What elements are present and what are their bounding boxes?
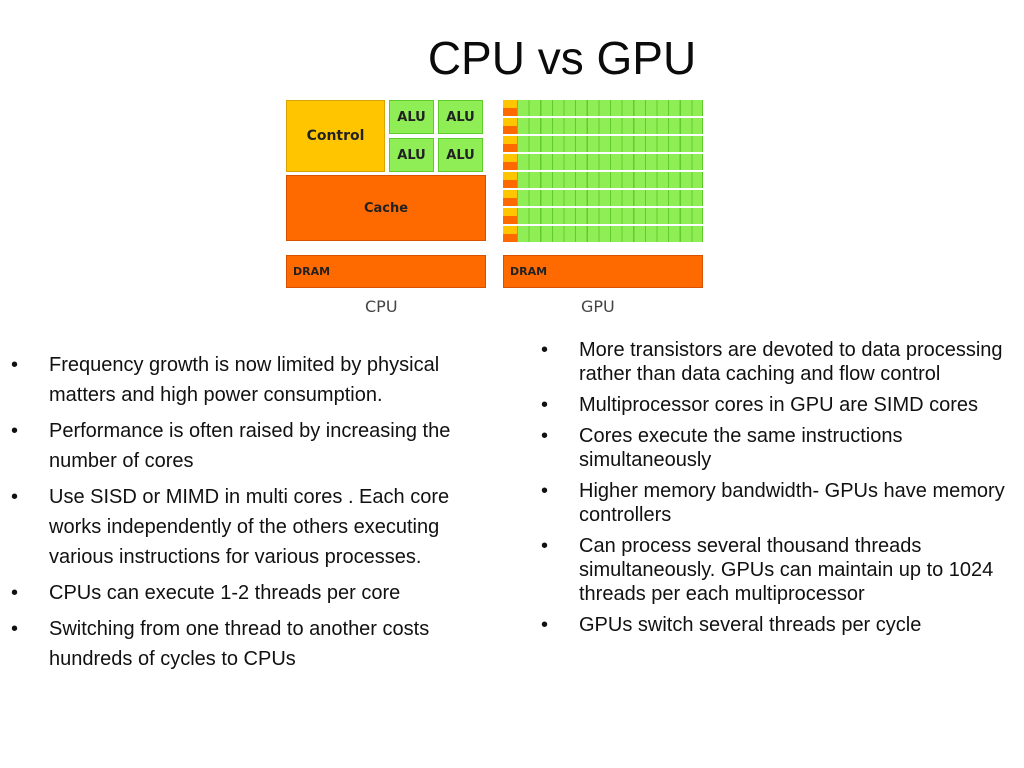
gpu-alu-cells bbox=[517, 208, 703, 224]
gpu-multiprocessor-row bbox=[503, 136, 703, 152]
list-item: • Performance is often raised by increasi… bbox=[7, 416, 477, 476]
list-item: • Higher memory bandwidth- GPUs have memo… bbox=[537, 479, 1007, 527]
gpu-cache-cell bbox=[503, 198, 517, 206]
gpu-cache-cell bbox=[503, 144, 517, 152]
bullet-text: Higher memory bandwidth- GPUs have memor… bbox=[579, 480, 1005, 526]
bullet-icon: • bbox=[11, 486, 19, 508]
bullet-icon: • bbox=[11, 354, 19, 376]
bullet-text: Cores execute the same instructions simu… bbox=[579, 425, 903, 471]
list-item: • Frequency growth is now limited by phys… bbox=[7, 350, 477, 410]
gpu-alu-cells bbox=[517, 172, 703, 188]
cpu-alu-label: ALU bbox=[446, 147, 475, 163]
cpu-alu-label: ALU bbox=[397, 109, 426, 125]
cpu-cache-block: Cache bbox=[286, 175, 486, 241]
cpu-caption: CPU bbox=[365, 297, 398, 316]
bullet-icon: • bbox=[11, 618, 19, 640]
cpu-cache-label: Cache bbox=[363, 200, 409, 216]
gpu-control-cell bbox=[503, 226, 517, 234]
cpu-bullet-list: • Frequency growth is now limited by phys… bbox=[7, 350, 477, 680]
list-item: • Multiprocessor cores in GPU are SIMD co… bbox=[537, 393, 1007, 417]
cpu-alu-label: ALU bbox=[397, 147, 426, 163]
gpu-alu-cells bbox=[517, 154, 703, 170]
list-item: • Cores execute the same instructions sim… bbox=[537, 424, 1007, 472]
gpu-dram-label: DRAM bbox=[510, 265, 548, 278]
cpu-alu-block: ALU bbox=[389, 100, 434, 134]
gpu-cache-cell bbox=[503, 180, 517, 188]
list-item: • More transistors are devoted to data pr… bbox=[537, 338, 1007, 386]
bullet-icon: • bbox=[541, 425, 549, 447]
gpu-core-grid bbox=[503, 100, 703, 244]
gpu-multiprocessor-row bbox=[503, 172, 703, 188]
gpu-control-cell bbox=[503, 118, 517, 126]
gpu-control-cell bbox=[503, 190, 517, 198]
cpu-alu-block: ALU bbox=[438, 138, 483, 172]
bullet-text: Frequency growth is now limited by physi… bbox=[49, 354, 440, 406]
bullet-icon: • bbox=[11, 420, 19, 442]
gpu-control-cell bbox=[503, 172, 517, 180]
slide-title: CPU vs GPU bbox=[427, 32, 697, 84]
cpu-alu-label: ALU bbox=[446, 109, 475, 125]
gpu-caption: GPU bbox=[581, 297, 615, 316]
bullet-text: More transistors are devoted to data pro… bbox=[579, 339, 1003, 385]
gpu-cache-cell bbox=[503, 162, 517, 170]
gpu-alu-cells bbox=[517, 118, 703, 134]
bullet-text: Can process several thousand threads sim… bbox=[579, 535, 994, 605]
gpu-dram-block: DRAM bbox=[503, 255, 703, 288]
cpu-alu-block: ALU bbox=[438, 100, 483, 134]
cpu-dram-label: DRAM bbox=[293, 265, 331, 278]
gpu-control-cell bbox=[503, 100, 517, 108]
gpu-alu-cells bbox=[517, 100, 703, 116]
cpu-control-block: Control bbox=[286, 100, 385, 172]
gpu-cache-cell bbox=[503, 108, 517, 116]
gpu-control-cell bbox=[503, 154, 517, 162]
bullet-text: Switching from one thread to another cos… bbox=[49, 618, 430, 670]
bullet-text: GPUs switch several threads per cycle bbox=[579, 614, 922, 636]
bullet-icon: • bbox=[541, 535, 549, 557]
gpu-alu-cells bbox=[517, 226, 703, 242]
gpu-bullet-list: • More transistors are devoted to data pr… bbox=[537, 338, 1007, 644]
bullet-text: Performance is often raised by increasin… bbox=[49, 420, 451, 472]
gpu-multiprocessor-row bbox=[503, 154, 703, 170]
gpu-alu-cells bbox=[517, 136, 703, 152]
gpu-control-cell bbox=[503, 136, 517, 144]
bullet-icon: • bbox=[541, 339, 549, 361]
gpu-cache-cell bbox=[503, 216, 517, 224]
list-item: • Can process several thousand threads si… bbox=[537, 534, 1007, 606]
list-item: • Use SISD or MIMD in multi cores . Each … bbox=[7, 482, 477, 572]
bullet-icon: • bbox=[541, 614, 549, 636]
bullet-icon: • bbox=[11, 582, 19, 604]
list-item: • CPUs can execute 1-2 threads per core bbox=[7, 578, 477, 608]
bullet-icon: • bbox=[541, 480, 549, 502]
cpu-alu-block: ALU bbox=[389, 138, 434, 172]
gpu-cache-cell bbox=[503, 126, 517, 134]
bullet-icon: • bbox=[541, 394, 549, 416]
gpu-multiprocessor-row bbox=[503, 100, 703, 116]
cpu-gpu-diagram: Control ALU ALU ALU ALU Cache DRAM CPU bbox=[285, 97, 705, 322]
gpu-multiprocessor-row bbox=[503, 190, 703, 206]
gpu-multiprocessor-row bbox=[503, 118, 703, 134]
bullet-text: Multiprocessor cores in GPU are SIMD cor… bbox=[579, 394, 979, 416]
cpu-control-label: Control bbox=[306, 128, 365, 144]
gpu-multiprocessor-row bbox=[503, 226, 703, 242]
bullet-text: Use SISD or MIMD in multi cores . Each c… bbox=[49, 486, 450, 568]
gpu-multiprocessor-row bbox=[503, 208, 703, 224]
list-item: • Switching from one thread to another co… bbox=[7, 614, 477, 674]
gpu-alu-cells bbox=[517, 190, 703, 206]
cpu-dram-block: DRAM bbox=[286, 255, 486, 288]
gpu-control-cell bbox=[503, 208, 517, 216]
gpu-cache-cell bbox=[503, 234, 517, 242]
list-item: • GPUs switch several threads per cycle bbox=[537, 613, 1007, 637]
bullet-text: CPUs can execute 1-2 threads per core bbox=[49, 582, 401, 604]
